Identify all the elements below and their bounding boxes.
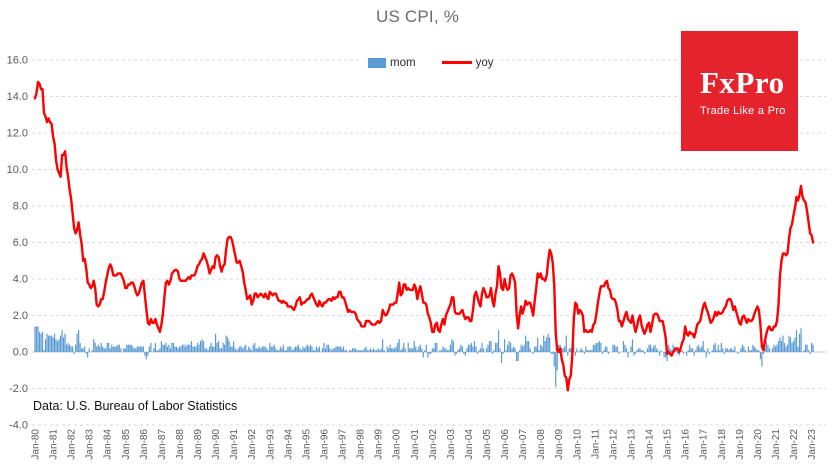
legend: mom yoy [362, 54, 500, 71]
mom-swatch-icon [368, 57, 386, 68]
svg-text:Jan-86: Jan-86 [139, 429, 150, 460]
svg-text:Jan-91: Jan-91 [229, 429, 240, 460]
chart-title: US CPI, % [375, 7, 460, 26]
svg-text:14.0: 14.0 [7, 91, 28, 103]
svg-text:Jan-83: Jan-83 [85, 429, 96, 460]
svg-text:Jan-00: Jan-00 [392, 429, 403, 460]
svg-text:Jan-19: Jan-19 [735, 429, 746, 460]
legend-label-yoy: yoy [475, 56, 494, 69]
svg-text:Jan-22: Jan-22 [789, 429, 800, 460]
svg-text:Jan-06: Jan-06 [500, 429, 511, 460]
svg-text:Jan-97: Jan-97 [338, 429, 349, 460]
svg-text:Jan-80: Jan-80 [31, 429, 42, 460]
svg-text:Jan-16: Jan-16 [681, 429, 692, 460]
svg-text:Jan-82: Jan-82 [67, 429, 78, 460]
svg-text:Jan-01: Jan-01 [410, 429, 421, 460]
source-note: Data: U.S. Bureau of Labor Statistics [33, 399, 242, 413]
svg-text:Jan-81: Jan-81 [49, 429, 60, 460]
svg-text:Jan-92: Jan-92 [247, 429, 258, 460]
legend-item-yoy: yoy [441, 56, 494, 69]
svg-text:Jan-08: Jan-08 [536, 429, 547, 460]
svg-text:10.0: 10.0 [7, 164, 28, 176]
legend-label-mom: mom [390, 56, 416, 69]
svg-text:Jan-85: Jan-85 [121, 429, 132, 460]
yoy-swatch-icon [441, 61, 472, 64]
svg-text:Jan-88: Jan-88 [175, 429, 186, 460]
svg-text:Jan-02: Jan-02 [428, 429, 439, 460]
svg-text:Jan-90: Jan-90 [211, 429, 222, 460]
svg-text:16.0: 16.0 [7, 55, 28, 67]
legend-item-mom: mom [368, 57, 416, 69]
svg-text:Jan-12: Jan-12 [608, 429, 619, 460]
svg-text:Jan-09: Jan-09 [554, 429, 565, 460]
svg-text:Jan-89: Jan-89 [193, 429, 204, 460]
svg-text:Jan-17: Jan-17 [699, 429, 710, 460]
svg-text:Jan-14: Jan-14 [645, 429, 656, 460]
svg-text:Jan-04: Jan-04 [464, 429, 475, 460]
svg-text:Jan-07: Jan-07 [518, 429, 529, 460]
svg-text:4.0: 4.0 [13, 274, 28, 286]
svg-text:Jan-96: Jan-96 [319, 429, 330, 460]
fxpro-logo: FxPro Trade Like a Pro [681, 31, 798, 151]
svg-text:Jan-13: Jan-13 [626, 429, 637, 460]
svg-text:Jan-10: Jan-10 [572, 429, 583, 460]
svg-text:Jan-99: Jan-99 [374, 429, 385, 460]
svg-text:2.0: 2.0 [13, 310, 28, 322]
svg-text:Jan-93: Jan-93 [265, 429, 276, 460]
svg-text:12.0: 12.0 [7, 128, 28, 140]
fxpro-tagline: Trade Like a Pro [700, 105, 786, 117]
svg-text:Jan-20: Jan-20 [753, 429, 764, 460]
svg-text:-4.0: -4.0 [9, 420, 28, 432]
svg-text:Jan-15: Jan-15 [663, 429, 674, 460]
svg-text:Jan-84: Jan-84 [103, 429, 114, 460]
svg-text:0.0: 0.0 [13, 347, 28, 359]
svg-text:Jan-18: Jan-18 [717, 429, 728, 460]
svg-text:Jan-98: Jan-98 [356, 429, 367, 460]
svg-text:-2.0: -2.0 [9, 383, 28, 395]
svg-text:Jan-11: Jan-11 [590, 429, 601, 459]
svg-text:8.0: 8.0 [13, 201, 28, 213]
svg-text:Jan-23: Jan-23 [807, 429, 818, 460]
svg-text:Jan-95: Jan-95 [301, 429, 312, 460]
svg-text:Jan-87: Jan-87 [157, 429, 168, 460]
svg-text:6.0: 6.0 [13, 237, 28, 249]
svg-text:Jan-03: Jan-03 [446, 429, 457, 460]
svg-text:Jan-21: Jan-21 [771, 429, 782, 460]
fxpro-wordmark: FxPro [700, 65, 785, 100]
svg-text:Jan-94: Jan-94 [283, 429, 294, 460]
svg-text:Jan-05: Jan-05 [482, 429, 493, 460]
